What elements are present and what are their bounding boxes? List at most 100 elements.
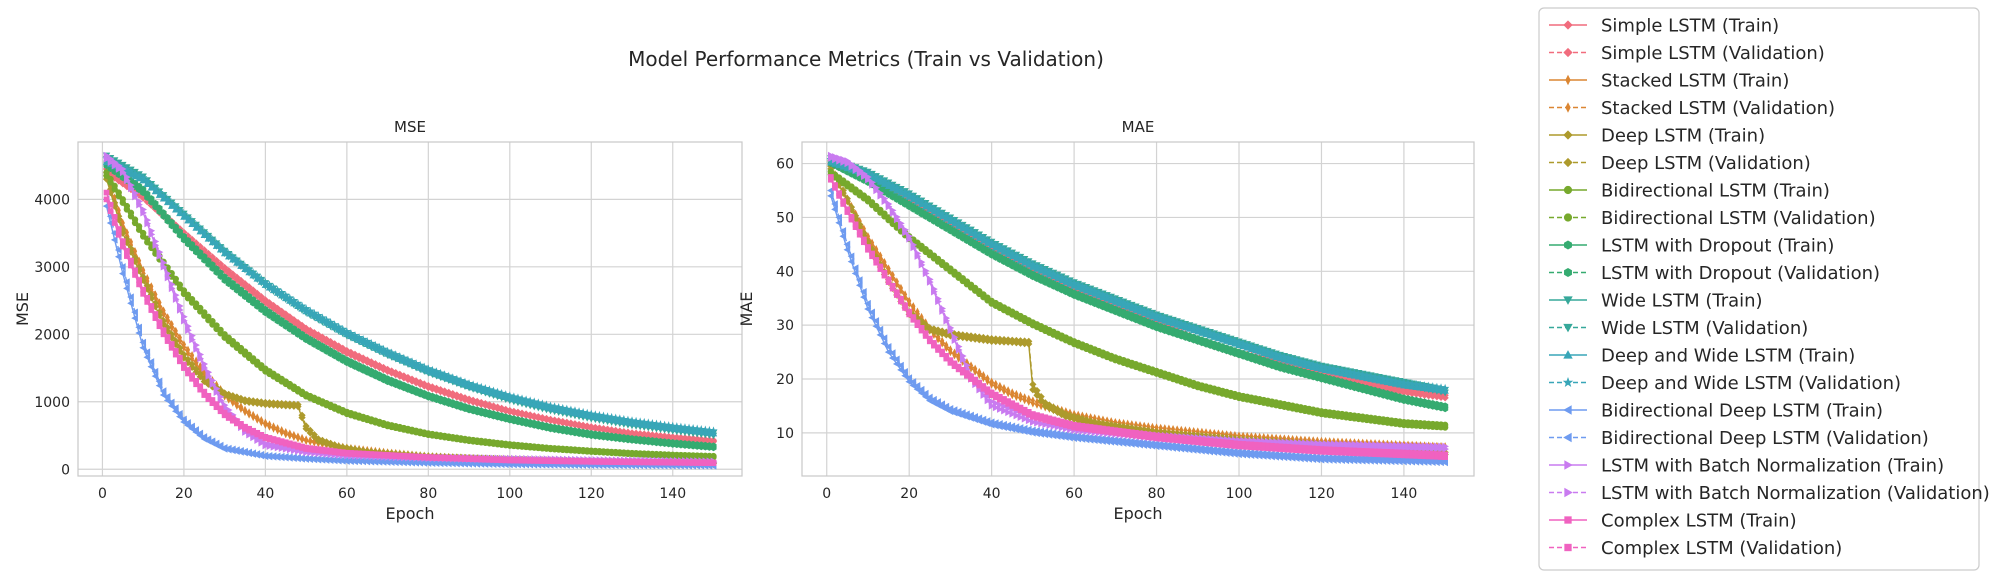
mae-y-axis-label: MAE [737,292,756,327]
mae-panel: MAE Epoch MAE 0 20 40 60 80 100 120 14010203040… [737,118,1475,523]
mse-data-point [242,405,248,415]
mse-data-point [107,201,114,208]
mse-data-point [152,311,159,317]
mse-data-point [542,414,551,423]
mse-data-point [298,411,306,419]
mse-data-point [115,226,122,232]
mse-data-point [153,290,158,299]
mse-data-point [291,430,296,440]
mse-data-point [198,361,203,371]
mse-data-point [176,228,183,236]
mse-data-point [212,256,221,265]
mse-data-point [184,355,192,364]
mse-data-point [192,365,200,373]
mae-y-tick-label: 50 [776,210,794,226]
mae-y-tick-label: 20 [776,372,794,388]
mse-x-tick-label: 60 [338,486,356,502]
mse-data-point [123,202,131,210]
mse-data-point [302,422,310,430]
mse-data-point [241,280,249,288]
mse-data-point [107,175,114,183]
mse-y-tick-label: 3000 [34,260,70,276]
mse-data-point [168,218,175,226]
mse-data-point [127,209,135,217]
mse-y-tick-label: 4000 [34,192,70,208]
mse-data-point [263,418,268,427]
mse-series-wide-lstm-train [102,156,718,440]
mse-data-point [160,209,167,217]
mse-data-point [180,287,188,294]
mse-data-point [151,299,160,307]
mse-data-point [185,367,191,373]
mse-series-bidirectional-lstm-validation [103,169,717,460]
mse-data-point [140,185,147,193]
mse-data-point [128,257,134,264]
mse-data-point [181,361,187,368]
mse-data-point [160,327,167,334]
mse-data-point [131,216,139,223]
mse-data-point [221,331,228,338]
mse-data-point [241,348,249,355]
mse-data-point [185,345,191,355]
mse-data-point [111,182,118,190]
mse-data-point [225,267,233,275]
mse-data-point [237,344,245,352]
mse-data-point [246,408,252,417]
mae-x-tick-label: 80 [1148,486,1166,502]
mse-data-point [189,351,195,360]
mse-data-point [189,372,195,379]
mse-data-point [283,427,288,437]
mae-y-tick-label: 30 [776,318,794,334]
mse-series-line [105,171,714,457]
mse-data-point [229,392,237,400]
mse-series-line [105,175,714,458]
mae-data-point [1441,421,1449,429]
mse-data-point [124,248,130,254]
mse-data-point [249,286,257,294]
mse-data-point [265,299,274,307]
mse-data-point [135,223,143,230]
mse-data-point [177,333,182,342]
mse-data-point [267,420,272,429]
mse-x-axis-label: Epoch [386,504,435,523]
mse-data-point [251,410,256,420]
mse-data-point [144,190,151,198]
mse-data-point [115,189,122,196]
mse-y-tick-label: 1000 [34,395,70,411]
mse-data-point [571,420,579,428]
mse-x-tick-label: 20 [175,486,193,502]
mse-data-point [163,323,172,332]
mae-series-wide-lstm-train [827,157,1449,397]
mse-x-tick-label: 120 [578,486,605,502]
mae-x-tick-label: 140 [1391,486,1418,502]
mse-data-point [290,316,298,324]
mse-data-point [111,220,118,226]
mse-data-point [249,355,257,362]
mse-data-point [294,318,302,327]
mse-data-point [217,326,224,334]
mse-data-point [254,358,261,366]
mse-series-line [106,158,714,437]
mae-x-tick-label: 100 [1226,486,1253,502]
mse-data-point [287,429,292,438]
mse-data-point [164,214,171,222]
mse-data-point [193,378,199,384]
mae-y-tick-label: 10 [776,426,794,442]
mse-data-point [245,283,253,291]
mse-data-point [194,356,199,365]
mse-data-point [271,422,276,431]
mse-data-point [188,296,196,303]
mse-data-point [583,422,591,430]
mse-data-point [140,286,147,293]
figure-title: Model Performance Metrics (Train vs Vali… [628,47,1104,71]
mse-data-point [139,229,147,237]
mse-series-simple-lstm-validation [102,165,718,444]
mse-data-point [221,263,229,272]
mse-data-point [534,413,542,421]
mse-series-group [102,151,718,470]
mse-y-tick-label: 2000 [34,327,70,343]
mse-data-point [258,362,265,369]
mse-series-wide-lstm-validation [102,152,718,437]
mse-data-point [233,273,241,281]
